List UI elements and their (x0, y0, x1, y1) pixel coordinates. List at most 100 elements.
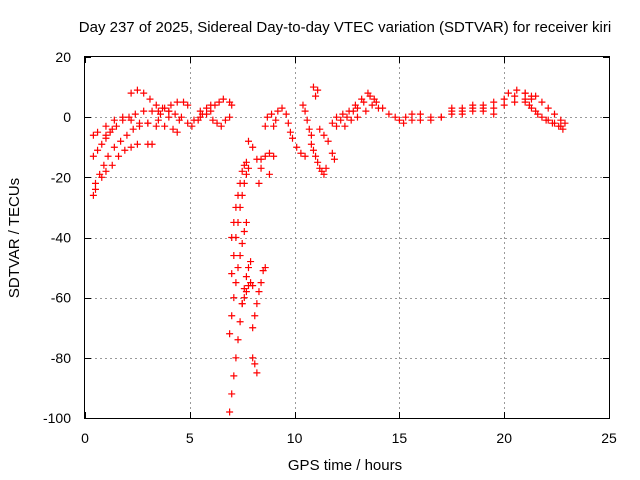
data-point (328, 149, 336, 157)
data-point (207, 107, 215, 115)
data-point (458, 110, 466, 118)
data-point (479, 104, 487, 112)
data-point (500, 95, 508, 103)
data-point (152, 101, 160, 109)
data-point (544, 104, 552, 112)
data-point (209, 116, 217, 124)
y-tick-label: -20 (51, 169, 71, 185)
data-point (270, 152, 278, 160)
data-point (242, 170, 250, 178)
data-point (351, 101, 359, 109)
data-point (253, 300, 261, 308)
data-point (561, 119, 569, 127)
y-tick-label: -40 (51, 230, 71, 246)
data-point (345, 107, 353, 115)
data-point (100, 161, 108, 169)
data-point (91, 179, 99, 187)
data-point (228, 101, 236, 109)
data-point (230, 218, 238, 226)
data-point (305, 125, 313, 133)
data-point (102, 122, 110, 130)
data-point (551, 110, 559, 118)
data-point (232, 279, 240, 287)
data-point (127, 116, 135, 124)
x-axis-title: GPS time / hours (288, 457, 402, 474)
data-point (221, 116, 229, 124)
data-point (339, 110, 347, 118)
data-point (129, 125, 137, 133)
data-point (133, 86, 141, 94)
data-point (213, 119, 221, 127)
data-point (261, 264, 269, 272)
data-point (91, 185, 99, 193)
data-point (469, 101, 477, 109)
data-point (228, 390, 236, 398)
data-point (490, 110, 498, 118)
data-point (230, 372, 238, 380)
data-point (265, 149, 273, 157)
data-point (161, 104, 169, 112)
data-point (234, 264, 242, 272)
x-tick-label: 0 (81, 430, 89, 446)
data-point (140, 107, 148, 115)
data-point (314, 86, 322, 94)
data-point (232, 203, 240, 211)
data-point (226, 113, 234, 121)
data-point (299, 101, 307, 109)
data-point (117, 137, 125, 145)
data-point (490, 98, 498, 106)
data-point (228, 234, 236, 241)
data-point (131, 110, 139, 118)
data-point (282, 110, 290, 118)
data-point (312, 152, 320, 160)
data-point (215, 98, 223, 106)
data-point (358, 95, 366, 103)
data-point (249, 354, 257, 362)
data-point (89, 131, 97, 139)
data-point (257, 164, 265, 172)
data-point (511, 92, 519, 100)
data-point (324, 137, 332, 145)
data-point (265, 170, 273, 178)
data-point (374, 104, 382, 112)
data-point (240, 294, 248, 302)
data-point (268, 110, 276, 118)
data-point (500, 101, 508, 109)
data-point (330, 155, 338, 163)
data-point (102, 131, 110, 139)
data-point (98, 173, 106, 181)
data-point (316, 125, 324, 133)
data-point (240, 227, 248, 235)
data-point (242, 288, 250, 296)
data-point (544, 116, 552, 124)
data-point (234, 336, 242, 344)
data-point (251, 312, 259, 320)
data-point (402, 113, 410, 121)
data-point (234, 191, 242, 199)
data-point (123, 131, 131, 139)
tick-labels: 0 5 10 15 20 25 -100 -80 -60 -40 -20 0 20 (43, 49, 617, 446)
data-point (244, 164, 252, 172)
data-point (270, 122, 278, 130)
data-point (238, 167, 246, 175)
data-point (416, 110, 424, 118)
data-point (322, 164, 330, 172)
data-point (89, 152, 97, 160)
data-point (255, 288, 263, 296)
data-point (121, 146, 129, 154)
data-point (188, 122, 196, 130)
data-point (133, 140, 141, 148)
x-tick-label: 10 (287, 430, 303, 446)
data-point (469, 107, 477, 115)
data-point (242, 218, 250, 226)
data-points (89, 83, 569, 416)
data-point (236, 179, 244, 187)
y-tick-label: 0 (63, 109, 71, 125)
data-point (194, 116, 202, 124)
data-point (261, 122, 269, 130)
data-point (127, 143, 135, 151)
data-point (370, 95, 378, 103)
data-point (448, 104, 456, 112)
data-point (180, 98, 188, 106)
